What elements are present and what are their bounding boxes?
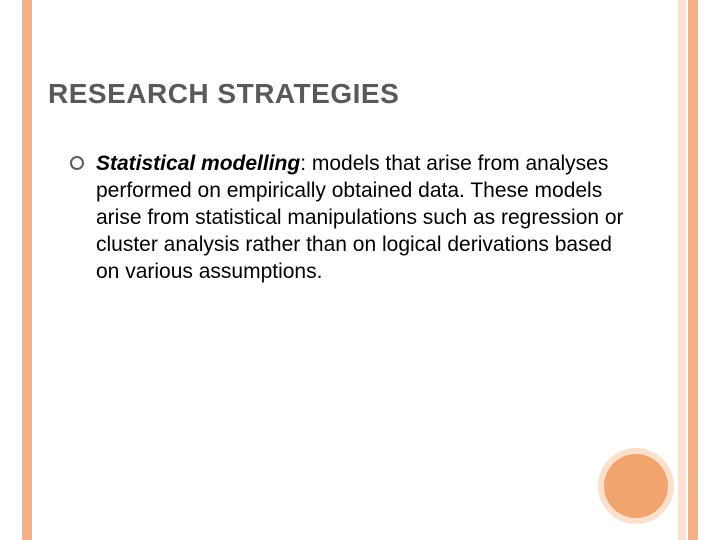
stripe-right-outer (688, 0, 698, 540)
stripe-left (22, 0, 32, 540)
bullet-marker-icon (70, 156, 84, 170)
slide: RESEARCH STRATEGIES Statistical modellin… (0, 0, 720, 540)
corner-circle-fill (604, 454, 668, 518)
bullet-item: Statistical modelling: models that arise… (70, 150, 630, 285)
slide-body: Statistical modelling: models that arise… (70, 150, 630, 285)
slide-title: RESEARCH STRATEGIES (48, 78, 399, 110)
bullet-term: Statistical modelling (96, 152, 300, 175)
bullet-text: Statistical modelling: models that arise… (96, 150, 630, 285)
stripe-right-inner (678, 0, 686, 540)
